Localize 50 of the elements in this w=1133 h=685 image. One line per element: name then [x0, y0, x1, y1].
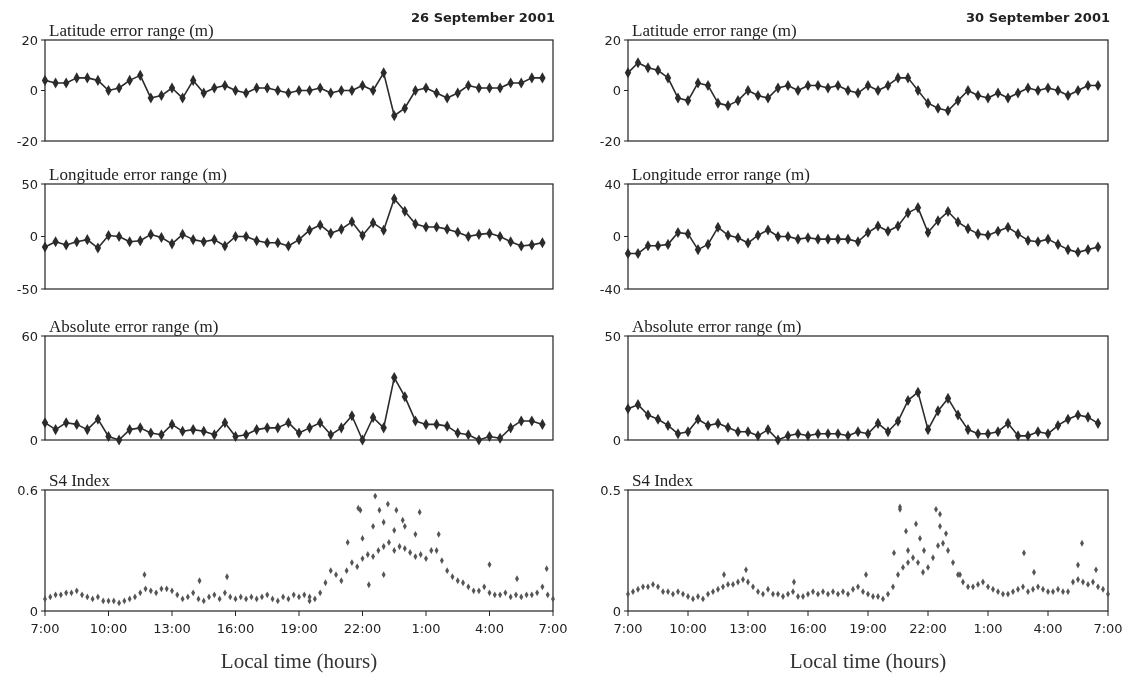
- y-tick-label: 0: [29, 229, 38, 245]
- text: 30 September 2001: [966, 10, 1110, 25]
- chart-title: Absolute error range (m): [49, 317, 219, 336]
- y-tick-label: 0: [29, 83, 38, 99]
- x-tick-label: 7:00: [1093, 621, 1123, 636]
- y-tick-label: 0: [29, 603, 38, 619]
- y-tick-label: 50: [21, 176, 38, 192]
- x-tick-label: 10:00: [89, 621, 128, 636]
- y-tick-label: 0: [29, 432, 38, 448]
- x-tick-label: 7:00: [30, 621, 60, 636]
- y-tick-label: 0: [612, 229, 621, 245]
- x-tick-label: 19:00: [280, 621, 318, 636]
- x-tick-label: 7:00: [613, 621, 643, 636]
- y-tick-label: 0.6: [17, 482, 38, 498]
- y-tick-label: 0: [612, 432, 621, 448]
- y-tick-label: 40: [604, 176, 621, 192]
- x-tick-label: 22:00: [909, 621, 947, 636]
- y-tick-label: -20: [16, 133, 38, 149]
- y-tick-label: -40: [599, 281, 621, 297]
- x-tick-label: 16:00: [216, 621, 255, 636]
- x-tick-label: 13:00: [729, 621, 767, 636]
- y-tick-label: 60: [21, 328, 38, 344]
- y-tick-label: 20: [604, 32, 621, 48]
- x-axis-title: Local time (hours): [220, 649, 378, 673]
- x-tick-label: 4:00: [1033, 621, 1063, 636]
- y-tick-label: 0: [612, 603, 621, 619]
- x-tick-label: 22:00: [343, 621, 382, 636]
- x-tick-label: 1:00: [973, 621, 1003, 636]
- chart-title: Absolute error range (m): [632, 317, 802, 336]
- x-tick-label: 4:00: [474, 621, 505, 636]
- y-tick-label: 20: [21, 32, 38, 48]
- chart-title: Longitude error range (m): [49, 165, 227, 184]
- y-tick-label: 0.5: [600, 482, 621, 498]
- x-tick-label: 19:00: [849, 621, 887, 636]
- chart-title: S4 Index: [49, 471, 111, 490]
- x-tick-label: 10:00: [669, 621, 707, 636]
- chart-title: Latitude error range (m): [49, 21, 214, 40]
- x-tick-label: 16:00: [789, 621, 827, 636]
- x-axis-title: Local time (hours): [789, 649, 947, 673]
- chart-title: Longitude error range (m): [632, 165, 810, 184]
- chart-title: Latitude error range (m): [632, 21, 797, 40]
- x-tick-label: 1:00: [411, 621, 441, 636]
- text: 26 September 2001: [411, 10, 555, 25]
- x-tick-label: 7:00: [538, 621, 568, 636]
- y-tick-label: 50: [604, 328, 621, 344]
- x-tick-label: 13:00: [153, 621, 191, 636]
- y-tick-label: -50: [16, 281, 38, 297]
- y-tick-label: 0: [612, 83, 621, 99]
- y-tick-label: -20: [599, 133, 621, 149]
- chart-title: S4 Index: [632, 471, 694, 490]
